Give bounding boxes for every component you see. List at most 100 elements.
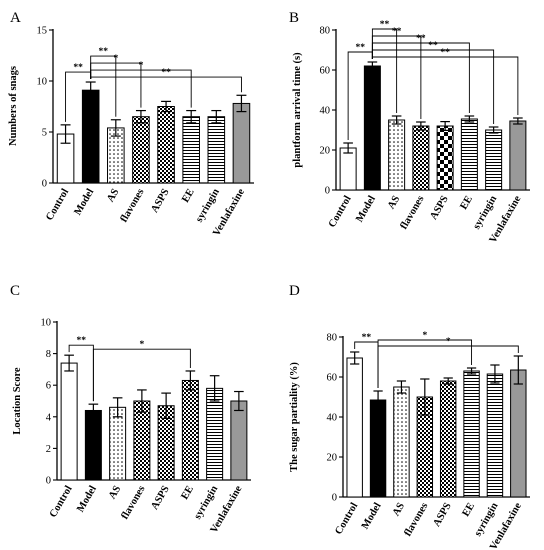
panel-c: C 0 2 4 6 8 10 Location Score Control Model ASflav…: [10, 283, 251, 535]
y-tick-label: 4: [46, 412, 52, 423]
y-axis-label: The sugar partiality (%): [289, 362, 300, 472]
y-tick-label: 15: [37, 26, 48, 37]
x-tick-label: Model: [360, 501, 384, 531]
significance-label: **: [392, 27, 402, 37]
bar-model: [81, 89, 100, 184]
bar-syringin: [206, 387, 224, 481]
significance-label: **: [416, 34, 426, 44]
bar-ee: [460, 118, 478, 191]
significance-bracket: [371, 49, 495, 124]
x-tick-label: AS: [391, 501, 407, 518]
bar-as: [388, 119, 406, 191]
bar-syringin: [207, 116, 226, 184]
x-tick-label: EE: [179, 484, 196, 502]
panel-letter: A: [10, 10, 21, 26]
significance-label: **: [440, 48, 450, 58]
significance-label: **: [77, 336, 87, 346]
x-tick-label: syringin: [194, 187, 222, 224]
panel-b: B 0 20 40 60 80 plantform arrival time (s) Cont…: [289, 10, 530, 245]
y-tick-label: 2: [46, 444, 51, 455]
bar-flavones: [133, 400, 151, 481]
significance-label: **: [428, 41, 438, 51]
bar-venlafaxine: [509, 120, 527, 191]
significance-label: **: [161, 68, 171, 78]
y-tick-label: 6: [46, 381, 51, 392]
x-tick-label: flavones: [119, 187, 147, 224]
x-tick-label: Control: [44, 187, 71, 223]
y-tick-label: 40: [327, 413, 338, 424]
y-tick-label: 40: [320, 106, 331, 117]
x-tick-label: EE: [180, 187, 197, 205]
bar-model: [84, 409, 102, 481]
y-tick-label: 10: [37, 77, 48, 88]
significance-label: *: [139, 61, 144, 71]
bar-control: [346, 357, 363, 498]
y-tick-label: 0: [46, 476, 51, 487]
panel-letter: B: [289, 10, 299, 26]
bar-model: [363, 65, 381, 191]
bar-asps: [439, 380, 457, 498]
significance-label: *: [446, 337, 451, 347]
bar-ee: [463, 370, 480, 498]
y-tick-label: 20: [327, 453, 338, 464]
bar-flavones: [412, 125, 430, 191]
y-tick-label: 60: [320, 66, 331, 77]
significance-label: **: [73, 63, 83, 73]
y-tick-label: 80: [320, 26, 331, 37]
significance-label: **: [362, 333, 372, 343]
y-tick-label: 0: [42, 179, 47, 190]
x-tick-label: Model: [75, 484, 99, 514]
bar-asps: [157, 106, 175, 184]
bar-venlafaxine: [230, 400, 248, 481]
bar-flavones: [132, 116, 150, 184]
significance-label: *: [113, 54, 118, 64]
bar-as: [393, 386, 410, 498]
significance-bracket: [92, 348, 191, 402]
x-tick-label: AS: [386, 194, 402, 211]
significance-bracket: [90, 69, 192, 108]
y-tick-label: 10: [41, 318, 52, 329]
x-tick-label: Control: [48, 484, 75, 520]
bar-venlafaxine: [232, 102, 251, 184]
y-tick-label: 60: [327, 373, 338, 384]
x-tick-label: ASPS: [428, 194, 450, 222]
y-tick-label: 8: [46, 349, 51, 360]
y-tick-label: 80: [327, 333, 338, 344]
x-tick-label: EE: [461, 501, 478, 519]
significance-bracket: [371, 56, 519, 115]
bar-asps: [436, 125, 454, 191]
y-axis-label: plantform arrival time (s): [292, 52, 303, 168]
significance-label: *: [422, 331, 427, 341]
y-axis-label: Location Score: [12, 367, 23, 435]
panel-a: A 0 5 10 15 Numbers of snags Control Model ASfla…: [8, 10, 254, 238]
x-tick-label: ASPS: [149, 484, 171, 512]
x-tick-label: Control: [327, 194, 354, 230]
y-tick-label: 20: [320, 146, 331, 157]
panel-letter: D: [289, 283, 300, 299]
significance-label: *: [140, 340, 145, 350]
x-tick-label: AS: [107, 484, 123, 501]
bar-control: [60, 362, 78, 481]
x-tick-label: Model: [72, 187, 96, 217]
y-tick-label: 0: [325, 186, 330, 197]
x-tick-label: EE: [458, 194, 475, 212]
significance-label: **: [99, 47, 109, 57]
x-tick-label: flavones: [120, 484, 148, 521]
bar-as: [109, 406, 127, 481]
significance-bracket: [377, 345, 519, 388]
bar-control: [339, 147, 357, 191]
y-axis-label: Numbers of snags: [8, 66, 19, 146]
bar-syringin: [485, 129, 503, 191]
x-tick-label: Control: [333, 501, 360, 537]
y-tick-label: 5: [42, 128, 47, 139]
x-tick-label: Model: [354, 194, 378, 224]
panel-d: D 0 20 40 60 80 The sugar partiality (%) Contro…: [289, 283, 530, 550]
x-tick-label: AS: [105, 187, 121, 204]
significance-label: **: [356, 43, 366, 53]
bar-syringin: [486, 373, 504, 498]
x-tick-label: flavones: [399, 194, 427, 231]
significance-label: **: [380, 20, 390, 30]
significance-bracket: [90, 76, 242, 93]
y-tick-label: 0: [332, 493, 337, 504]
